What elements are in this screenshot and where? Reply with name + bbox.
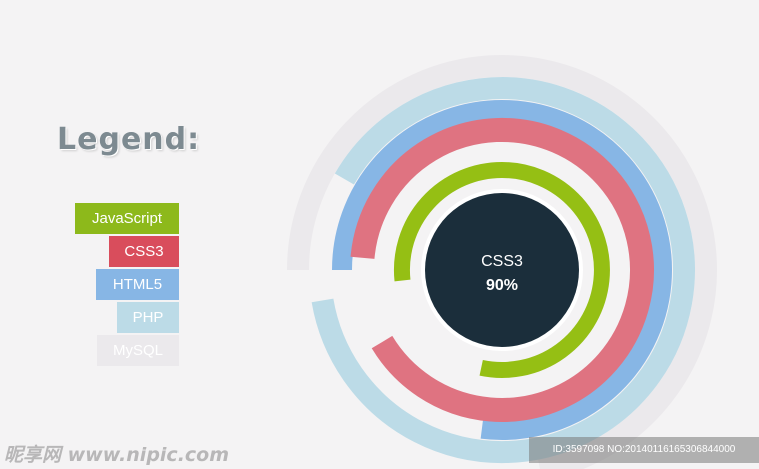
legend-item-html5[interactable]: HTML5	[96, 269, 179, 300]
legend-item-javascript[interactable]: JavaScript	[75, 203, 179, 234]
watermark-logo: 昵享网 www.nipic.com	[4, 444, 230, 466]
legend-item-css3[interactable]: CSS3	[109, 236, 179, 267]
ring-javascript[interactable]	[393, 162, 610, 378]
ring-css3[interactable]	[350, 117, 654, 422]
ring-mysql[interactable]	[287, 55, 717, 469]
legend-item-php[interactable]: PHP	[117, 302, 179, 333]
chart-rings	[287, 55, 717, 469]
watermark-id-bar: ID:3597098 NO:20140116165306844000	[529, 437, 759, 463]
center-label: CSS3	[481, 253, 523, 270]
ring-php[interactable]	[311, 77, 695, 464]
center-core[interactable]	[425, 193, 579, 347]
center-value: 90%	[486, 277, 518, 294]
ring-html5[interactable]	[332, 99, 672, 440]
legend-title: Legend:	[57, 122, 201, 157]
legend-item-mysql[interactable]: MySQL	[97, 335, 179, 366]
